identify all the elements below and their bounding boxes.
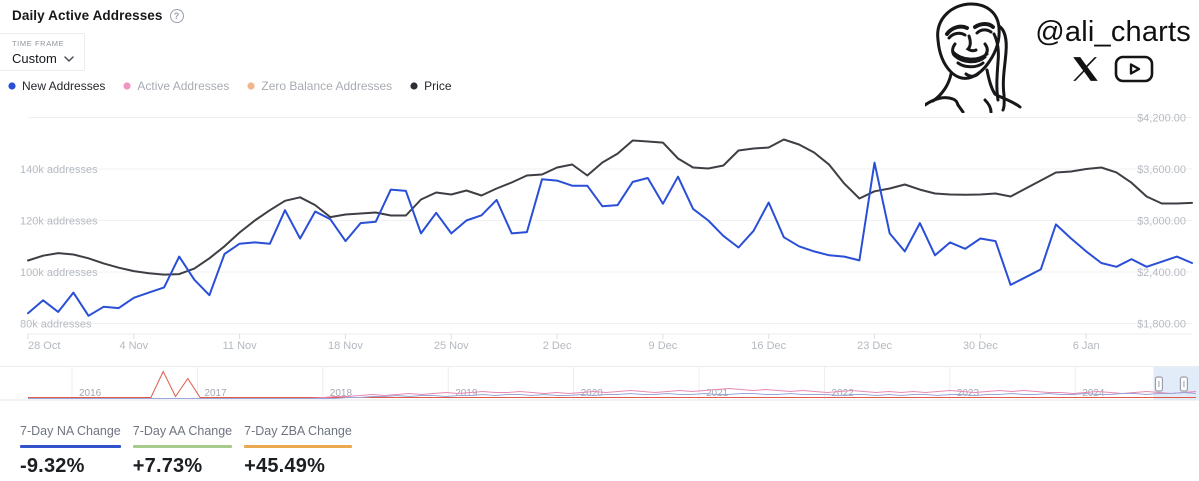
x-tick-label: 28 Oct bbox=[28, 340, 60, 352]
social-handle: @ali_charts bbox=[1035, 16, 1191, 48]
legend-label: Price bbox=[424, 79, 452, 93]
stat-7day-aa-change: 7-Day AA Change +7.73% bbox=[132, 424, 233, 478]
right-axis-label: $3,000.00 bbox=[1137, 216, 1186, 228]
stat-label: 7-Day NA Change bbox=[20, 424, 121, 438]
legend-label: Zero Balance Addresses bbox=[261, 79, 393, 93]
year-label: 2023 bbox=[957, 388, 980, 399]
x-tick-label: 30 Dec bbox=[963, 340, 998, 352]
main-line-chart[interactable]: 28 Oct 4 Nov 11 Nov 18 Nov 25 Nov 2 Dec 9 Dec 1… bbox=[0, 100, 1199, 358]
x-tick-label: 25 Nov bbox=[434, 340, 469, 352]
right-axis-label: $1,800.00 bbox=[1137, 319, 1186, 331]
legend-item-active-addresses[interactable]: Active Addresses bbox=[123, 79, 229, 93]
x-tick-label: 23 Dec bbox=[857, 340, 892, 352]
stat-7day-zba-change: 7-Day ZBA Change +45.49% bbox=[244, 424, 352, 478]
x-tick-label: 6 Jan bbox=[1073, 340, 1100, 352]
price-line bbox=[27, 138, 1193, 276]
social-icons bbox=[1072, 55, 1154, 83]
zero-balance-history-line bbox=[28, 370, 1196, 398]
chevron-down-icon bbox=[64, 55, 74, 62]
header: Daily Active Addresses ? bbox=[12, 8, 184, 23]
time-frame-selected: Custom bbox=[12, 51, 57, 66]
stats-row: 7-Day NA Change -9.32% 7-Day AA Change +… bbox=[20, 424, 352, 478]
legend-label: New Addresses bbox=[22, 79, 106, 93]
face-sketch-icon bbox=[925, 2, 1022, 113]
x-tick-label: 9 Dec bbox=[649, 340, 678, 352]
year-label: 2016 bbox=[79, 388, 102, 399]
right-axis-label: $2,400.00 bbox=[1137, 267, 1186, 279]
year-label: 2020 bbox=[581, 388, 604, 399]
stat-7day-na-change: 7-Day NA Change -9.32% bbox=[20, 424, 121, 478]
year-label: 2021 bbox=[706, 388, 729, 399]
page-title: Daily Active Addresses bbox=[12, 8, 163, 23]
watermark-text: @ali_charts bbox=[1035, 16, 1191, 83]
left-axis-label: 100k addresses bbox=[20, 267, 98, 279]
series-dot-icon bbox=[123, 82, 131, 90]
time-frame-dropdown[interactable]: TIME FRAME Custom bbox=[0, 33, 85, 71]
x-tick-label: 4 Nov bbox=[119, 340, 148, 352]
legend-item-new-addresses[interactable]: New Addresses bbox=[8, 79, 105, 93]
series-dot-icon bbox=[8, 82, 16, 90]
stat-value: +45.49% bbox=[244, 455, 326, 477]
stat-underline bbox=[244, 445, 352, 448]
new-addresses-history-line bbox=[28, 391, 1197, 399]
x-tick-label: 16 Dec bbox=[751, 340, 786, 352]
year-label: 2017 bbox=[204, 388, 227, 399]
legend-item-price[interactable]: Price bbox=[410, 79, 452, 93]
x-tick-label: 2 Dec bbox=[543, 340, 572, 352]
legend: New Addresses Active Addresses Zero Bala… bbox=[8, 79, 452, 93]
legend-label: Active Addresses bbox=[137, 79, 230, 93]
time-frame-label: TIME FRAME bbox=[12, 39, 65, 48]
watermark: @ali_charts bbox=[925, 0, 1191, 113]
time-frame-value: Custom bbox=[12, 51, 84, 66]
left-axis-label: 120k addresses bbox=[20, 216, 98, 228]
year-label: 2019 bbox=[455, 388, 478, 399]
x-logo-icon bbox=[1073, 57, 1098, 81]
stat-value: -9.32% bbox=[20, 455, 85, 477]
stat-underline bbox=[20, 445, 121, 448]
right-axis-label: $4,200.00 bbox=[1137, 113, 1186, 125]
legend-item-zero-balance-addresses[interactable]: Zero Balance Addresses bbox=[247, 79, 392, 93]
series-dot-icon bbox=[247, 82, 256, 90]
stat-label: 7-Day AA Change bbox=[132, 424, 233, 438]
left-axis-label: 80k addresses bbox=[20, 319, 92, 331]
stat-underline bbox=[132, 445, 233, 448]
timeline-minimap[interactable]: 2016 2017 2018 2019 2020 2021 2022 2023 2024 bbox=[0, 364, 1199, 402]
new-addresses-line bbox=[27, 161, 1193, 317]
youtube-logo-icon bbox=[1114, 55, 1154, 83]
x-tick-label: 18 Nov bbox=[328, 340, 363, 352]
x-tick-label: 11 Nov bbox=[223, 340, 258, 352]
stat-value: +7.73% bbox=[132, 455, 203, 477]
help-icon[interactable]: ? bbox=[169, 8, 184, 23]
right-axis-label: $3,600.00 bbox=[1137, 164, 1186, 176]
series-dot-icon bbox=[410, 82, 418, 90]
year-label: 2024 bbox=[1082, 388, 1105, 399]
left-axis-label: 140k addresses bbox=[20, 164, 98, 176]
year-label: 2018 bbox=[330, 388, 353, 399]
stat-label: 7-Day ZBA Change bbox=[244, 424, 352, 438]
year-label: 2022 bbox=[831, 388, 854, 399]
